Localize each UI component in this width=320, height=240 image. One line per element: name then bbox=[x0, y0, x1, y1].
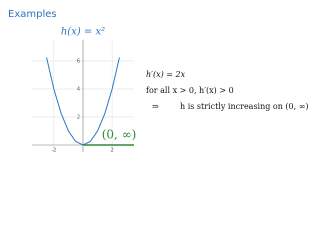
slide: Examples h(x) = x² h′(x) = 2x for all x … bbox=[0, 0, 320, 180]
background bbox=[0, 0, 320, 180]
x-tick-label: 2 bbox=[111, 148, 114, 154]
interval-label: (0, ∞) bbox=[102, 128, 137, 142]
plot: -2 2 2 4 6 (0, ∞) bbox=[32, 40, 136, 154]
slide-title: Examples bbox=[8, 9, 57, 20]
y-tick-label: 6 bbox=[77, 59, 80, 65]
page: Examples h(x) = x² h′(x) = 2x for all x … bbox=[0, 0, 320, 180]
chart-title: h(x) = x² bbox=[61, 27, 105, 38]
curve bbox=[46, 57, 120, 146]
derivative-line: h′(x) = 2x bbox=[146, 70, 186, 79]
y-tick-label: 4 bbox=[77, 87, 80, 93]
implies-arrow: ⇒ bbox=[152, 102, 159, 111]
condition-line: for all x > 0, h′(x) > 0 bbox=[146, 86, 234, 95]
y-tick-label: 2 bbox=[77, 115, 80, 121]
x-tick-label: -2 bbox=[51, 148, 56, 154]
conclusion-text: h is strictly increasing on (0, ∞) bbox=[180, 102, 309, 111]
